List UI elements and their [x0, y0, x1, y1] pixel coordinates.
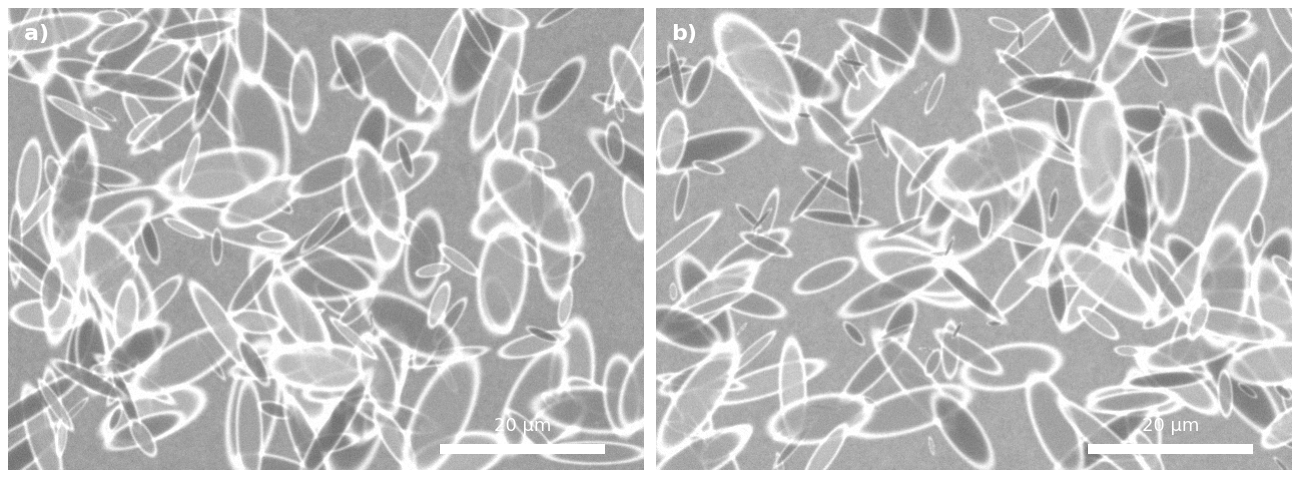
Bar: [1087, 444, 1252, 454]
Text: b): b): [672, 24, 698, 44]
Text: 20 μm: 20 μm: [1142, 417, 1199, 435]
Text: 20 μm: 20 μm: [494, 417, 552, 435]
Text: a): a): [23, 24, 49, 44]
Bar: [440, 444, 605, 454]
